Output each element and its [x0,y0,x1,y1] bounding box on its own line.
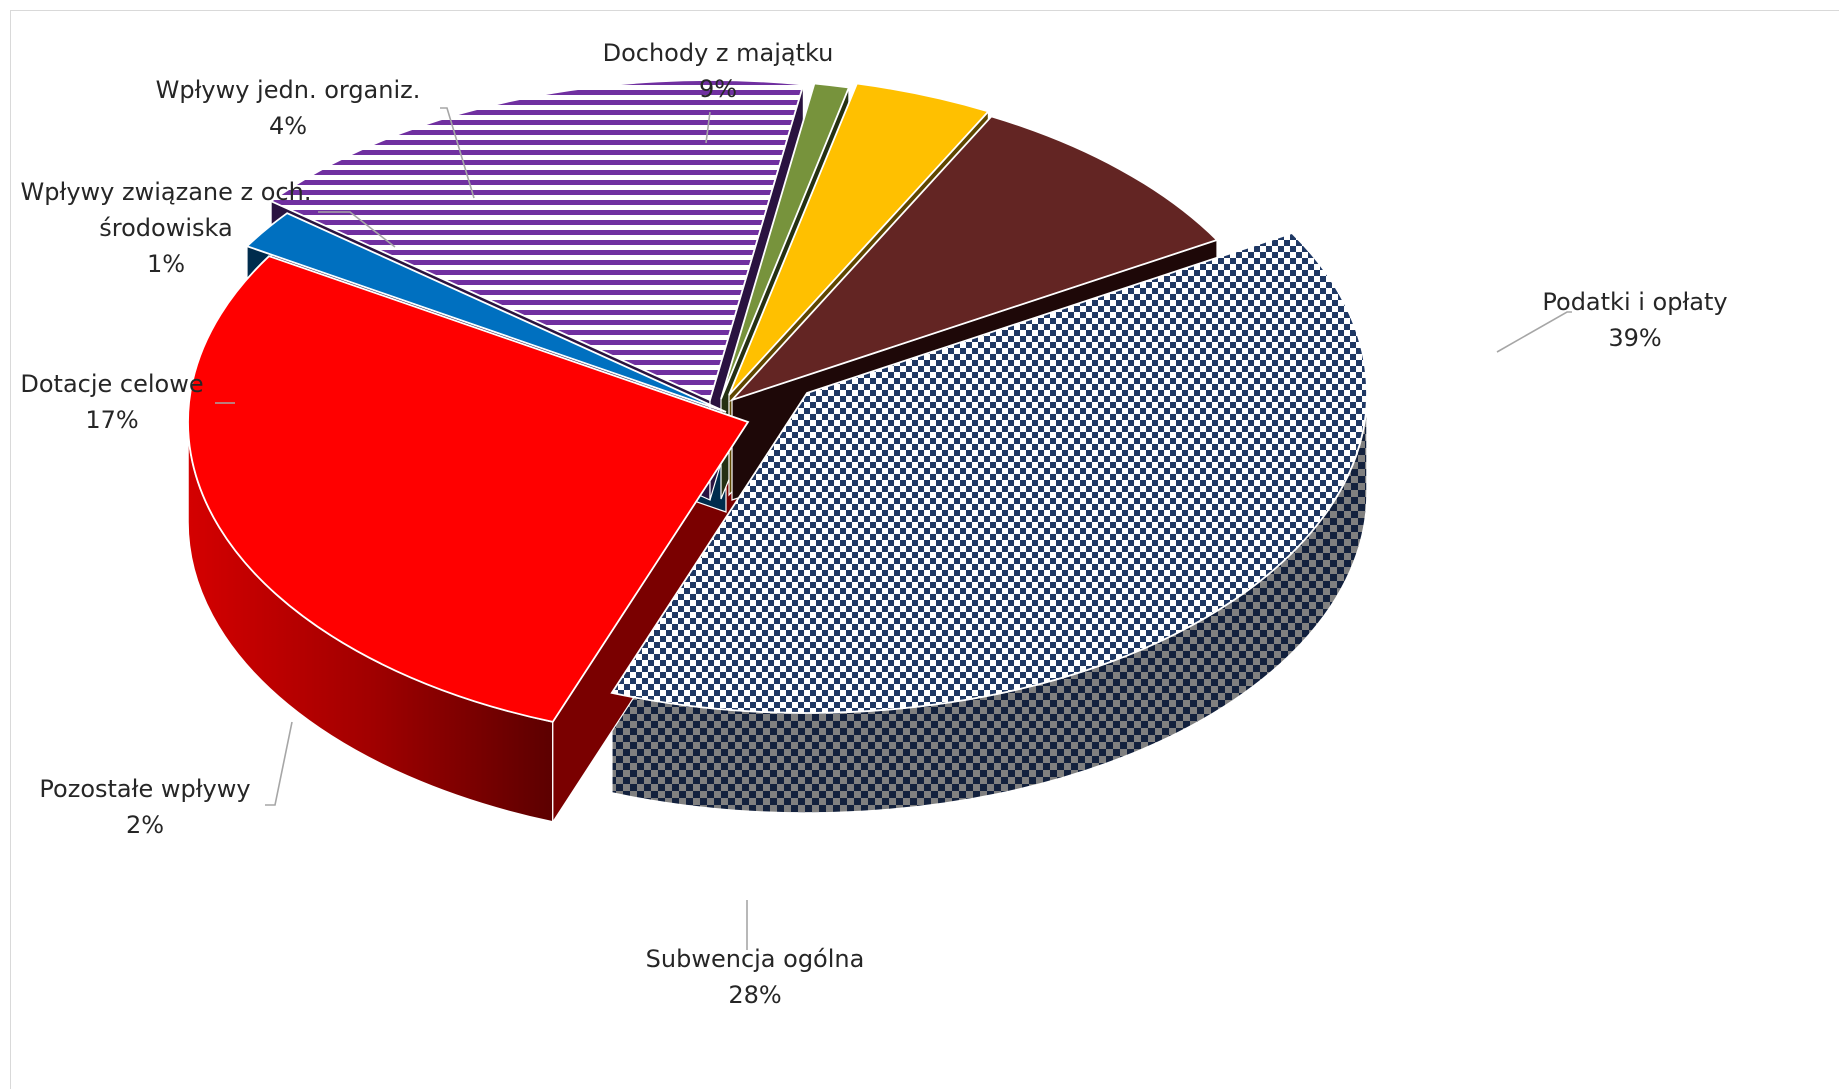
data-label-4: Dotacje celowe 17% [20,370,203,434]
label-name-line: środowiska [99,214,232,242]
leader-line-6 [440,107,475,199]
data-label-7: Dochody z majątku 9% [603,39,834,103]
label-leader-lines [215,107,1572,950]
label-percent: 2% [126,811,164,839]
label-name-line: Wpływy związane z och. [21,178,312,206]
label-percent: 4% [269,112,307,140]
data-label-5: Wpływy związane z och. środowiska 1% [21,178,312,278]
data-label-6: Wpływy jedn. organiz. 4% [156,76,421,140]
label-percent: 28% [728,981,781,1009]
label-name-line: Dotacje celowe [20,370,203,398]
leader-line-3 [265,721,293,806]
data-label-2: Subwencja ogólna 28% [646,945,865,1009]
slice-podatki-i-op-aty [610,231,1368,714]
slice-wp-ywy-zwi-zane-z-och-rodowiska [720,82,851,400]
slice-dochody-z-maj-tku [729,115,1219,402]
label-name-line: Dochody z majątku [603,39,834,67]
chart-frame [10,10,1839,1089]
label-percent: 17% [85,406,138,434]
leader-line-5 [318,211,396,248]
leader-line-7 [705,111,711,144]
label-name-line: Subwencja ogólna [646,945,865,973]
data-labels: Podatki i opłaty 39% Subwencja ogólna 28% Po… [20,39,1727,1009]
label-percent: 9% [699,75,737,103]
data-label-1: Podatki i opłaty 39% [1542,288,1727,352]
slice-dotacje-celowe [269,79,805,402]
slice-pozosta-e-wp-ywy [245,212,727,413]
label-name-line: Podatki i opłaty [1542,288,1727,316]
data-label-3: Pozostałe wpływy 2% [39,775,250,839]
slice-subwencja-og-lna [187,255,750,723]
label-percent: 1% [147,250,185,278]
label-name-line: Pozostałe wpływy [39,775,250,803]
slice-wp-ywy-jedn-organiz- [728,82,991,396]
pie-top-faces [187,79,1368,723]
label-name-line: Wpływy jedn. organiz. [156,76,421,104]
label-percent: 39% [1608,324,1661,352]
leader-line-1 [1496,311,1572,353]
